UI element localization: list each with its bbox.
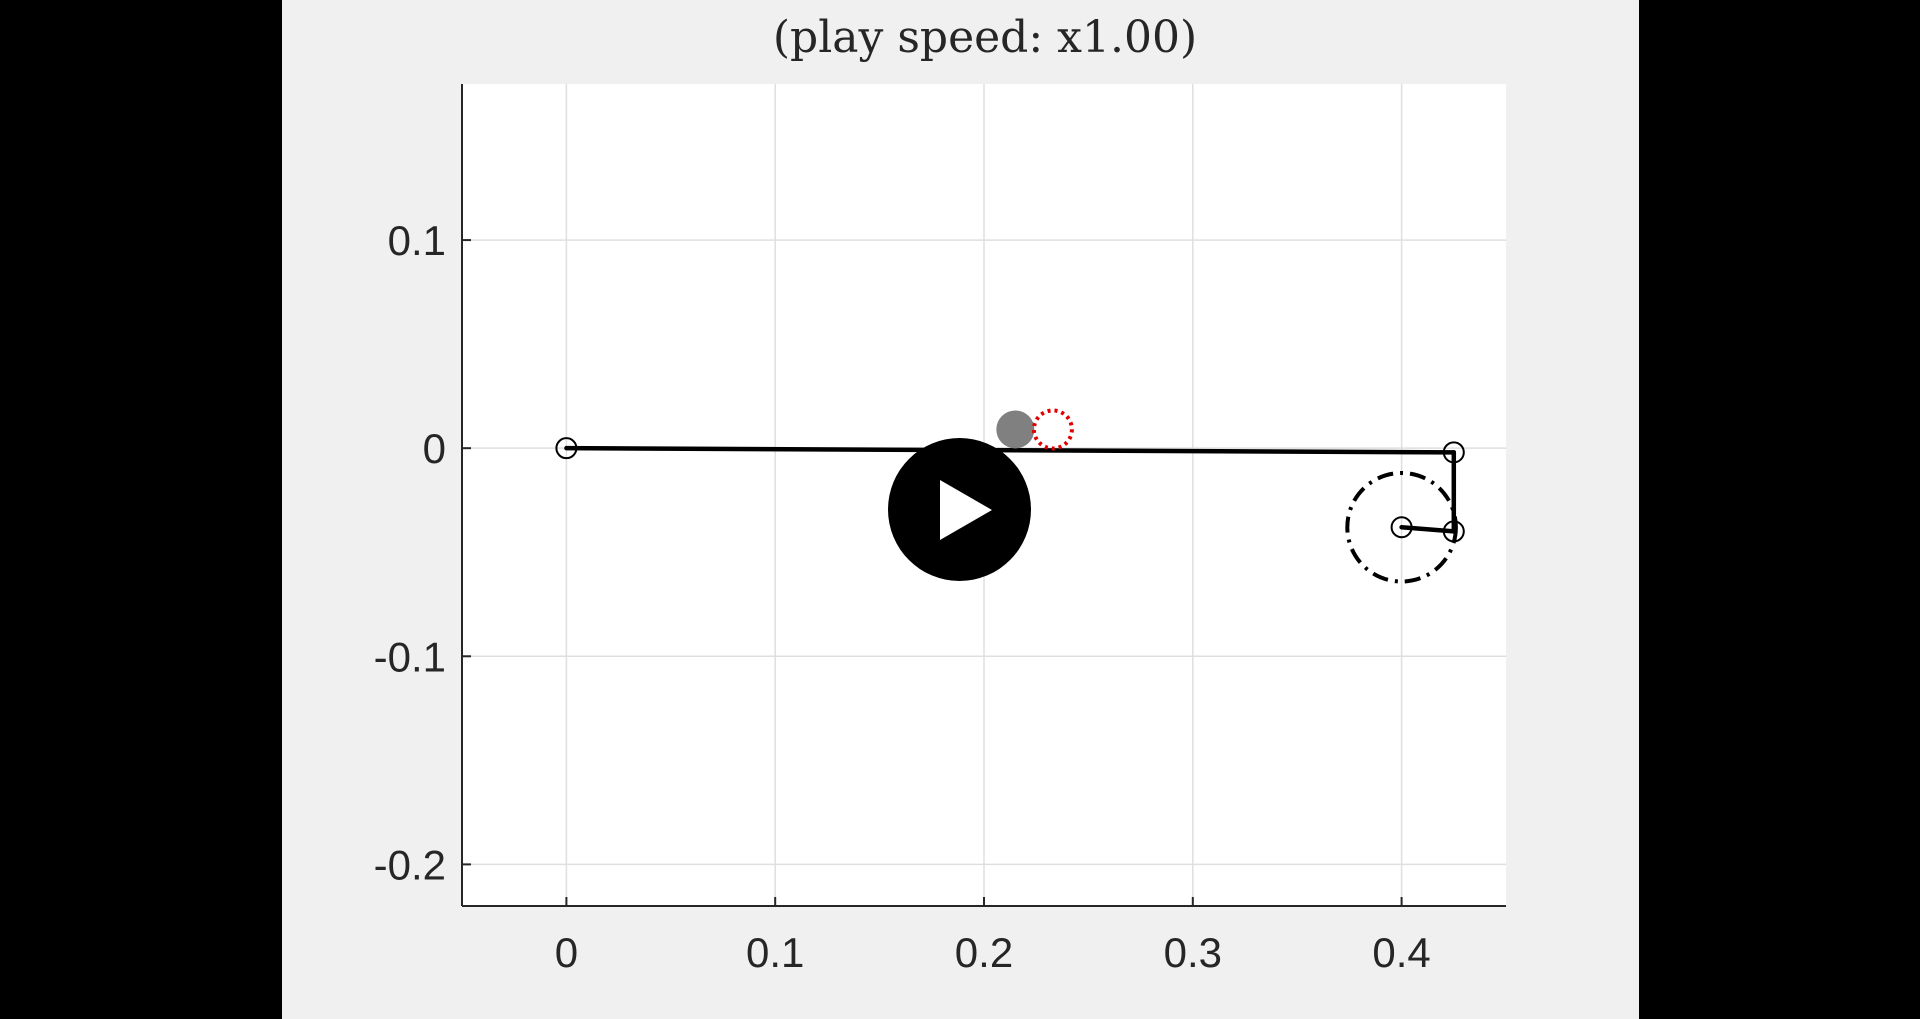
joint-marker: [555, 437, 578, 460]
plot-title: (play speed: x1.00): [773, 12, 1197, 63]
axes: [461, 84, 1506, 907]
joint-marker: [1390, 516, 1413, 539]
x-tick-label: 0: [555, 929, 578, 976]
y-tick-label: 0.1: [388, 217, 446, 264]
y-tick-label: -0.1: [374, 633, 446, 680]
plot-marks: [555, 408, 1465, 584]
ball-marker: [996, 410, 1035, 449]
y-tick-label: -0.2: [374, 841, 446, 888]
joint-marker: [1442, 520, 1465, 543]
grid: [462, 84, 1506, 906]
x-tick-label: 0.2: [955, 929, 1013, 976]
tick-labels: 0 0.1 0.2 0.3 0.4 0.1 0 -0.1 -0.2: [374, 217, 1431, 976]
ball-target-marker: [1031, 408, 1074, 451]
x-tick-label: 0.3: [1164, 929, 1222, 976]
joint-marker: [1442, 441, 1465, 464]
matlab-figure: (play speed: x1.00) 0 0.1 0.2 0.3 0.4 0.1 0 -0.…: [282, 0, 1639, 1019]
y-tick-label: 0: [423, 425, 446, 472]
link-segment: [1399, 525, 1457, 534]
x-tick-label: 0.1: [746, 929, 804, 976]
play-button[interactable]: [888, 438, 1031, 581]
x-tick-label: 0.4: [1372, 929, 1430, 976]
plot-canvas: (play speed: x1.00) 0 0.1 0.2 0.3 0.4 0.1 0 -0.…: [374, 12, 1506, 976]
link-segment: [564, 445, 1457, 455]
play-icon: [940, 480, 992, 540]
